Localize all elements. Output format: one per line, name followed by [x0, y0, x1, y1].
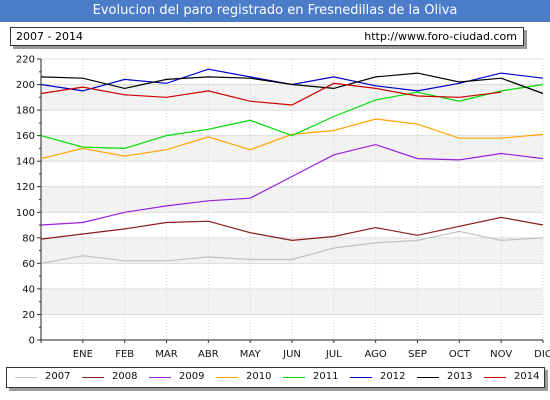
x-tick-label: JUN	[282, 349, 301, 360]
y-tick-label: 160	[16, 131, 35, 142]
legend-item-2010: 2010	[216, 368, 283, 387]
y-tick-label: 20	[22, 310, 35, 321]
legend-item-2007: 2007	[15, 368, 82, 387]
x-tick-label: MAY	[240, 349, 262, 360]
legend-label: 2012	[380, 371, 406, 382]
y-tick-label: 80	[22, 233, 35, 244]
y-tick-label: 40	[22, 284, 35, 295]
series-line-2007	[40, 230, 544, 264]
x-tick-label: DIC	[534, 349, 550, 360]
legend-label: 2014	[514, 371, 540, 382]
series-line-2013	[40, 72, 544, 95]
source-url: http://www.foro-ciudad.com	[364, 30, 517, 43]
legend-item-2011: 2011	[283, 368, 350, 387]
x-tick-label: FEB	[115, 349, 134, 360]
x-tick-label: ENE	[73, 349, 93, 360]
x-tick-label: JUL	[325, 349, 342, 360]
legend-swatch	[15, 377, 37, 378]
x-tick-label: OCT	[449, 349, 471, 360]
series-line-2014	[40, 82, 502, 106]
legend-item-2014: 2014	[484, 368, 550, 387]
period-label: 2007 - 2014	[16, 30, 83, 43]
legend-swatch	[484, 377, 506, 378]
x-tick-label: ABR	[198, 349, 219, 360]
x-tick-label: AGO	[365, 349, 387, 360]
y-tick-label: 100	[16, 208, 35, 219]
legend-swatch	[149, 377, 171, 378]
legend-item-2009: 2009	[149, 368, 216, 387]
y-tick-label: 60	[22, 259, 35, 270]
legend: 2007 2008 2009 2010 2011 2012 2013 2014	[6, 367, 545, 388]
x-tick-label: NOV	[490, 349, 512, 360]
x-tick-label: MAR	[155, 349, 177, 360]
series-line-2008	[40, 216, 544, 242]
y-tick-label: 180	[16, 106, 35, 117]
y-tick-label: 200	[16, 80, 35, 91]
y-tick-label: 220	[16, 55, 35, 66]
legend-label: 2009	[179, 371, 205, 382]
legend-item-2008: 2008	[82, 368, 149, 387]
grid-band	[41, 186, 543, 213]
x-tick-label: SEP	[408, 349, 427, 360]
legend-label: 2007	[45, 371, 71, 382]
legend-label: 2011	[313, 371, 339, 382]
info-box: 2007 - 2014 http://www.foro-ciudad.com	[10, 27, 524, 46]
legend-swatch	[216, 377, 238, 378]
legend-swatch	[417, 377, 439, 378]
legend-swatch	[283, 377, 305, 378]
chart-title: Evolucion del paro registrado en Fresned…	[0, 0, 550, 22]
series-line-2011	[40, 83, 544, 150]
legend-label: 2013	[447, 371, 473, 382]
grid-band	[41, 84, 543, 111]
grid-band	[41, 288, 543, 315]
legend-item-2012: 2012	[350, 368, 417, 387]
y-tick-label: 0	[29, 336, 35, 347]
series-line-2010	[40, 118, 544, 160]
y-tick-label: 120	[16, 182, 35, 193]
legend-item-2013: 2013	[417, 368, 484, 387]
legend-swatch	[350, 377, 372, 378]
legend-swatch	[82, 377, 104, 378]
y-tick-label: 140	[16, 157, 35, 168]
series-line-2009	[40, 143, 544, 226]
legend-label: 2010	[246, 371, 272, 382]
legend-label: 2008	[112, 371, 138, 382]
